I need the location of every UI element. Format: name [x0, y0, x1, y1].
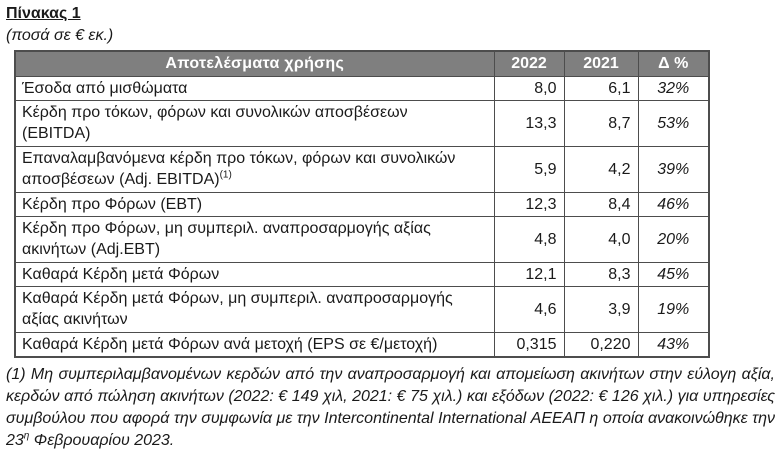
value-2022-cell: 12,1	[493, 261, 565, 287]
row-label: Καθαρά Κέρδη μετά Φόρων	[22, 265, 220, 283]
value-delta-cell: 20%	[637, 215, 710, 263]
value-2022-cell: 13,3	[493, 99, 565, 147]
table-row: Καθαρά Κέρδη μετά Φόρων ανά μετοχή (EPS …	[14, 331, 710, 357]
header-year-2021: 2021	[563, 50, 639, 77]
header-delta-percent: Δ %	[637, 50, 710, 77]
value-2022-cell: 4,6	[493, 285, 565, 333]
row-label-cell: Κέρδη προ τόκων, φόρων και συνολικών απο…	[14, 99, 495, 147]
value-2021-cell: 8,4	[563, 191, 639, 217]
row-label: Έσοδα από μισθώματα	[22, 79, 188, 97]
value-delta-cell: 43%	[637, 331, 710, 357]
row-label-cell: Καθαρά Κέρδη μετά Φόρων ανά μετοχή (EPS …	[14, 331, 495, 357]
value-delta-cell: 19%	[637, 285, 710, 333]
footnote-marker: (1)	[219, 169, 232, 181]
value-2021-cell: 3,9	[563, 285, 639, 333]
value-delta-cell: 32%	[637, 75, 710, 101]
table-row: Κέρδη προ τόκων, φόρων και συνολικών απο…	[14, 99, 710, 147]
units-note: (ποσά σε € εκ.)	[6, 27, 114, 44]
row-label-cell: Κέρδη προ Φόρων (EBT)	[14, 191, 495, 217]
value-2022-cell: 0,315	[493, 331, 565, 357]
table-row: Έσοδα από μισθώματα 8,0 6,1 32%	[14, 75, 710, 101]
value-delta-cell: 45%	[637, 261, 710, 287]
value-2021-cell: 4,0	[563, 215, 639, 263]
table-row: Κέρδη προ Φόρων (EBT) 12,3 8,4 46%	[14, 191, 710, 217]
row-label: Κέρδη προ τόκων, φόρων και συνολικών απο…	[22, 104, 408, 142]
row-label: Καθαρά Κέρδη μετά Φόρων, μη συμπεριλ. αν…	[22, 290, 453, 328]
value-2021-cell: 8,7	[563, 99, 639, 147]
page-title: Πίνακας 1	[6, 5, 81, 22]
row-label-cell: Καθαρά Κέρδη μετά Φόρων	[14, 261, 495, 287]
value-2022-cell: 4,8	[493, 215, 565, 263]
value-2022-cell: 8,0	[493, 75, 565, 101]
header-results-label: Αποτελέσματα χρήσης	[14, 50, 495, 77]
footnote-text-end: Φεβρουαρίου 2023.	[29, 431, 175, 449]
row-label-cell: Καθαρά Κέρδη μετά Φόρων, μη συμπεριλ. αν…	[14, 285, 495, 333]
value-2022-cell: 5,9	[493, 145, 565, 193]
table-row: Κέρδη προ Φόρων, μη συμπεριλ. αναπροσαρμ…	[14, 215, 710, 263]
header-year-2022: 2022	[493, 50, 565, 77]
value-2021-cell: 4,2	[563, 145, 639, 193]
footnote: (1) Μη συμπεριλαμβανομένων κερδών από τη…	[6, 364, 775, 452]
row-label-cell: Έσοδα από μισθώματα	[14, 75, 495, 101]
value-2021-cell: 6,1	[563, 75, 639, 101]
value-2021-cell: 8,3	[563, 261, 639, 287]
value-2022-cell: 12,3	[493, 191, 565, 217]
row-label: Κέρδη προ Φόρων, μη συμπεριλ. αναπροσαρμ…	[22, 220, 431, 258]
row-label: Επαναλαμβανόμενα κέρδη προ τόκων, φόρων …	[22, 150, 456, 188]
results-table: Αποτελέσματα χρήσης 2022 2021 Δ % Έσοδα …	[14, 50, 710, 358]
row-label: Καθαρά Κέρδη μετά Φόρων ανά μετοχή (EPS …	[22, 335, 438, 353]
table-row: Καθαρά Κέρδη μετά Φόρων, μη συμπεριλ. αν…	[14, 285, 710, 333]
value-2021-cell: 0,220	[563, 331, 639, 357]
row-label-cell: Επαναλαμβανόμενα κέρδη προ τόκων, φόρων …	[14, 145, 495, 193]
table-row: Καθαρά Κέρδη μετά Φόρων 12,1 8,3 45%	[14, 261, 710, 287]
value-delta-cell: 39%	[637, 145, 710, 193]
row-label: Κέρδη προ Φόρων (EBT)	[22, 195, 203, 213]
row-label-cell: Κέρδη προ Φόρων, μη συμπεριλ. αναπροσαρμ…	[14, 215, 495, 263]
value-delta-cell: 46%	[637, 191, 710, 217]
table-header-row: Αποτελέσματα χρήσης 2022 2021 Δ %	[14, 50, 710, 77]
value-delta-cell: 53%	[637, 99, 710, 147]
table-row: Επαναλαμβανόμενα κέρδη προ τόκων, φόρων …	[14, 145, 710, 193]
